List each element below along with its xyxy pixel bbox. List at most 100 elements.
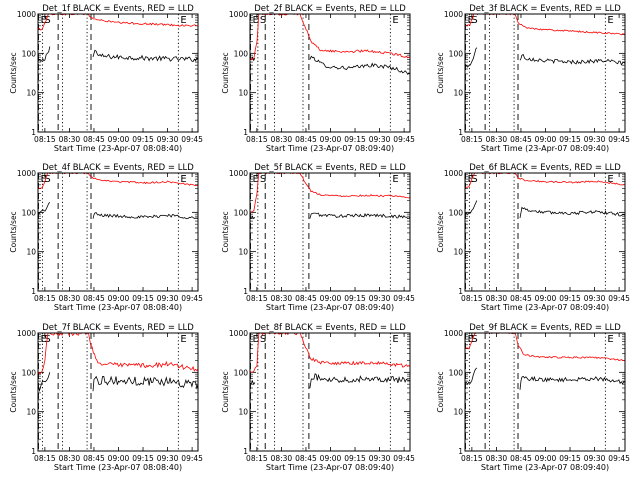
series-line-events — [38, 372, 198, 392]
y-tick-label: 10 — [238, 89, 248, 98]
series-line-lld — [38, 173, 198, 189]
x-tick-label: 08:45 — [295, 135, 317, 144]
x-tick-label: 08:15 — [246, 294, 268, 303]
x-tick-label: 09:30 — [584, 135, 606, 144]
y-tick-label: 100 — [22, 368, 37, 377]
y-axis-label: Counts/sec — [9, 52, 18, 93]
y-tick-label: 100 — [449, 208, 464, 217]
marker-label: S — [260, 174, 266, 185]
x-axis-label: Start Time (23-Apr-07 08:09:40) — [266, 463, 394, 472]
y-axis-label: Counts/sec — [221, 371, 230, 412]
x-tick-label: 09:45 — [393, 135, 415, 144]
plot-frame — [464, 332, 626, 452]
x-tick-label: 09:30 — [369, 454, 391, 463]
y-axis-label: Counts/sec — [436, 211, 445, 252]
x-tick-label: 09:30 — [584, 294, 606, 303]
series-line-lld — [38, 333, 198, 375]
x-tick-label: 09:00 — [108, 454, 130, 463]
y-tick-label: 1000 — [229, 329, 248, 338]
x-tick-label: 09:00 — [535, 294, 557, 303]
y-tick-label: 10 — [453, 89, 463, 98]
x-tick-label: 08:30 — [59, 454, 81, 463]
marker-label: E — [40, 334, 46, 345]
plot-frame — [249, 172, 411, 292]
marker-label: E — [467, 15, 473, 26]
marker-label: E — [180, 174, 186, 185]
marker-label: S — [260, 334, 266, 345]
x-tick-label: 09:30 — [157, 294, 179, 303]
x-tick-label: 09:45 — [608, 454, 630, 463]
y-tick-label: 1 — [31, 447, 36, 456]
x-axis-label: Start Time (23-Apr-07 08:09:40) — [481, 144, 609, 153]
y-tick-label: 10 — [453, 248, 463, 257]
plot-frame — [37, 332, 199, 452]
x-tick-label: 09:00 — [108, 294, 130, 303]
chart-title: Det_9f BLACK = Events, RED = LLD — [469, 323, 621, 333]
marker-label: S — [260, 15, 266, 26]
marker-label: S — [471, 15, 477, 26]
marker-label: E — [607, 174, 613, 185]
x-axis-label: Start Time (23-Apr-07 08:09:40) — [266, 303, 394, 312]
x-tick-label: 09:00 — [535, 135, 557, 144]
marker-label: S — [471, 334, 477, 345]
marker-label: E — [392, 15, 398, 26]
x-tick-label: 09:30 — [157, 135, 179, 144]
x-axis-label: Start Time (23-Apr-07 08:08:40) — [54, 463, 182, 472]
x-tick-label: 08:15 — [461, 294, 483, 303]
marker-label: E — [392, 174, 398, 185]
x-tick-label: 08:30 — [271, 454, 293, 463]
y-tick-label: 10 — [238, 408, 248, 417]
y-tick-label: 10 — [26, 89, 36, 98]
y-tick-label: 10 — [26, 248, 36, 257]
series-line-events — [250, 55, 410, 75]
x-tick-label: 08:15 — [34, 294, 56, 303]
marker-label: S — [44, 334, 50, 345]
y-axis-label: Counts/sec — [9, 211, 18, 252]
x-tick-label: 08:30 — [486, 294, 508, 303]
series-line-lld — [250, 173, 410, 213]
x-tick-label: 08:15 — [246, 135, 268, 144]
plot-frame — [37, 13, 199, 133]
y-tick-label: 10 — [26, 408, 36, 417]
x-axis-label: Start Time (23-Apr-07 08:09:40) — [266, 144, 394, 153]
x-axis-label: Start Time (23-Apr-07 08:09:40) — [481, 303, 609, 312]
x-tick-label: 09:15 — [132, 294, 154, 303]
chart-title: Det_7f BLACK = Events, RED = LLD — [42, 323, 194, 333]
y-tick-label: 1 — [243, 447, 248, 456]
x-tick-label: 09:30 — [584, 454, 606, 463]
marker-label: S — [44, 174, 50, 185]
x-tick-label: 09:15 — [132, 135, 154, 144]
x-tick-label: 09:45 — [393, 454, 415, 463]
x-tick-label: 08:45 — [83, 454, 105, 463]
x-tick-label: 09:15 — [344, 135, 366, 144]
plot-frame — [249, 13, 411, 133]
x-tick-label: 09:45 — [181, 294, 203, 303]
y-tick-label: 1000 — [444, 10, 463, 19]
marker-label: E — [180, 334, 186, 345]
y-axis-label: Counts/sec — [436, 52, 445, 93]
marker-label: E — [467, 174, 473, 185]
x-tick-label: 08:45 — [510, 454, 532, 463]
x-axis-label: Start Time (23-Apr-07 08:08:40) — [54, 144, 182, 153]
x-tick-label: 09:00 — [320, 294, 342, 303]
x-tick-label: 09:45 — [608, 135, 630, 144]
chart-title: Det_8f BLACK = Events, RED = LLD — [254, 323, 406, 333]
x-tick-label: 09:15 — [559, 294, 581, 303]
y-tick-label: 100 — [22, 49, 37, 58]
marker-label: E — [252, 15, 258, 26]
y-tick-label: 10 — [453, 408, 463, 417]
y-tick-label: 100 — [234, 49, 249, 58]
plot-frame — [249, 332, 411, 452]
marker-label: E — [180, 15, 186, 26]
series-line-lld — [250, 14, 410, 60]
series-line-lld — [465, 14, 625, 36]
x-tick-label: 08:15 — [34, 454, 56, 463]
y-tick-label: 1 — [31, 287, 36, 296]
marker-label: E — [607, 334, 613, 345]
y-tick-label: 1 — [458, 128, 463, 137]
x-tick-label: 08:45 — [83, 135, 105, 144]
y-tick-label: 1000 — [17, 329, 36, 338]
